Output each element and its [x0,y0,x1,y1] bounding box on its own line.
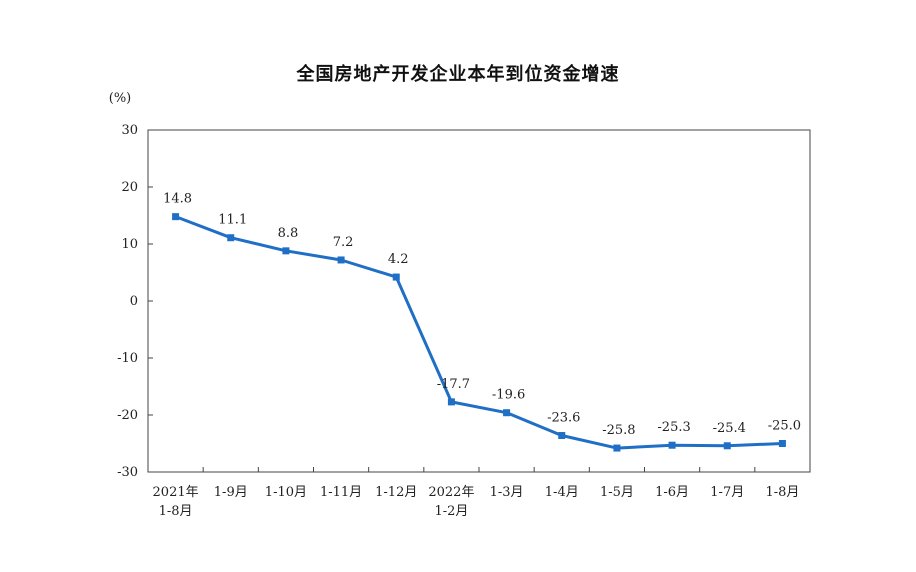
x-category-label-line: 2022年 [428,485,474,500]
x-category-label-line: 1-7月 [710,485,744,500]
x-category-label-line: 1-5月 [600,485,634,500]
x-category-label: 1-10月 [265,485,307,500]
x-category-label: 1-7月 [710,485,744,500]
x-category-label-line: 1-6月 [655,485,689,500]
data-value-label: 4.2 [388,252,409,267]
x-category-label: 1-9月 [214,485,248,500]
x-category-label-line: 1-10月 [265,485,307,500]
y-tick-label: 30 [121,123,138,138]
x-category-label-line: 1-12月 [375,485,417,500]
data-point-marker [282,247,290,255]
series-line [175,215,783,450]
x-category-label-line: 1-8月 [765,485,799,500]
data-point-marker [668,441,676,449]
x-category-label-line: 1-8月 [159,504,193,519]
data-value-label: -25.8 [602,423,635,438]
x-category-label-line: 1-9月 [214,485,248,500]
x-category-label: 1-6月 [655,485,689,500]
data-point-marker [447,398,455,406]
data-point-marker [392,273,400,281]
y-tick-label: -20 [117,408,138,423]
data-value-label: 14.8 [163,192,192,207]
data-value-label: -17.7 [437,377,470,392]
y-axis-ticks: 30 20 10 0 -10 -20 -30 [117,123,153,480]
chart-title: 全国房地产开发企业本年到位资金增速 [296,64,620,85]
y-tick-label: 20 [121,180,138,195]
data-value-label: -19.6 [492,388,525,403]
data-point-marker [723,442,731,450]
y-tick-label: -10 [117,351,138,366]
y-tick-label: 10 [121,237,138,252]
x-axis-ticks: 2021年 1-8月 1-9月 1-10月 1-11月 1-12月 2022年 1-2月 1-3… [153,467,799,519]
data-value-label: 11.1 [218,213,247,228]
data-value-label: -25.0 [768,419,801,434]
y-axis-unit-label: (%) [109,91,132,106]
x-category-label: 1-11月 [320,485,362,500]
data-value-label: 7.2 [333,235,354,250]
data-value-label: -25.4 [713,421,746,436]
data-point-marker [337,256,345,264]
y-tick-label: -30 [117,465,138,480]
x-category-label-line: 1-4月 [545,485,579,500]
plot-frame [147,129,811,473]
data-value-label: 8.8 [278,226,299,241]
y-tick-label: 0 [130,294,138,309]
data-point-marker [558,432,566,440]
axes [147,129,811,473]
data-point-marker [227,234,235,242]
data-markers [172,213,786,452]
data-value-label: -25.3 [657,420,690,435]
data-point-marker [778,440,786,447]
x-category-label-line: 2021年 [153,485,199,500]
x-category-label-line: 1-3月 [490,485,524,500]
data-point-marker [613,444,621,452]
data-labels: 14.8 11.1 8.8 7.2 4.2 -17.7 -19.6 -23.6 -25.8 -25… [163,192,801,438]
data-point-marker [503,409,511,417]
x-category-label-line: 1-2月 [434,504,468,519]
x-category-label: 1-3月 [490,485,524,500]
x-category-label: 1-8月 [765,485,799,500]
x-category-label: 2021年 1-8月 [153,485,199,519]
x-category-label: 2022年 1-2月 [428,485,474,519]
x-category-label: 1-5月 [600,485,634,500]
data-value-label: -23.6 [547,411,580,426]
x-category-label: 1-4月 [545,485,579,500]
x-category-label-line: 1-11月 [320,485,362,500]
data-point-marker [172,213,180,221]
x-category-label: 1-12月 [375,485,417,500]
